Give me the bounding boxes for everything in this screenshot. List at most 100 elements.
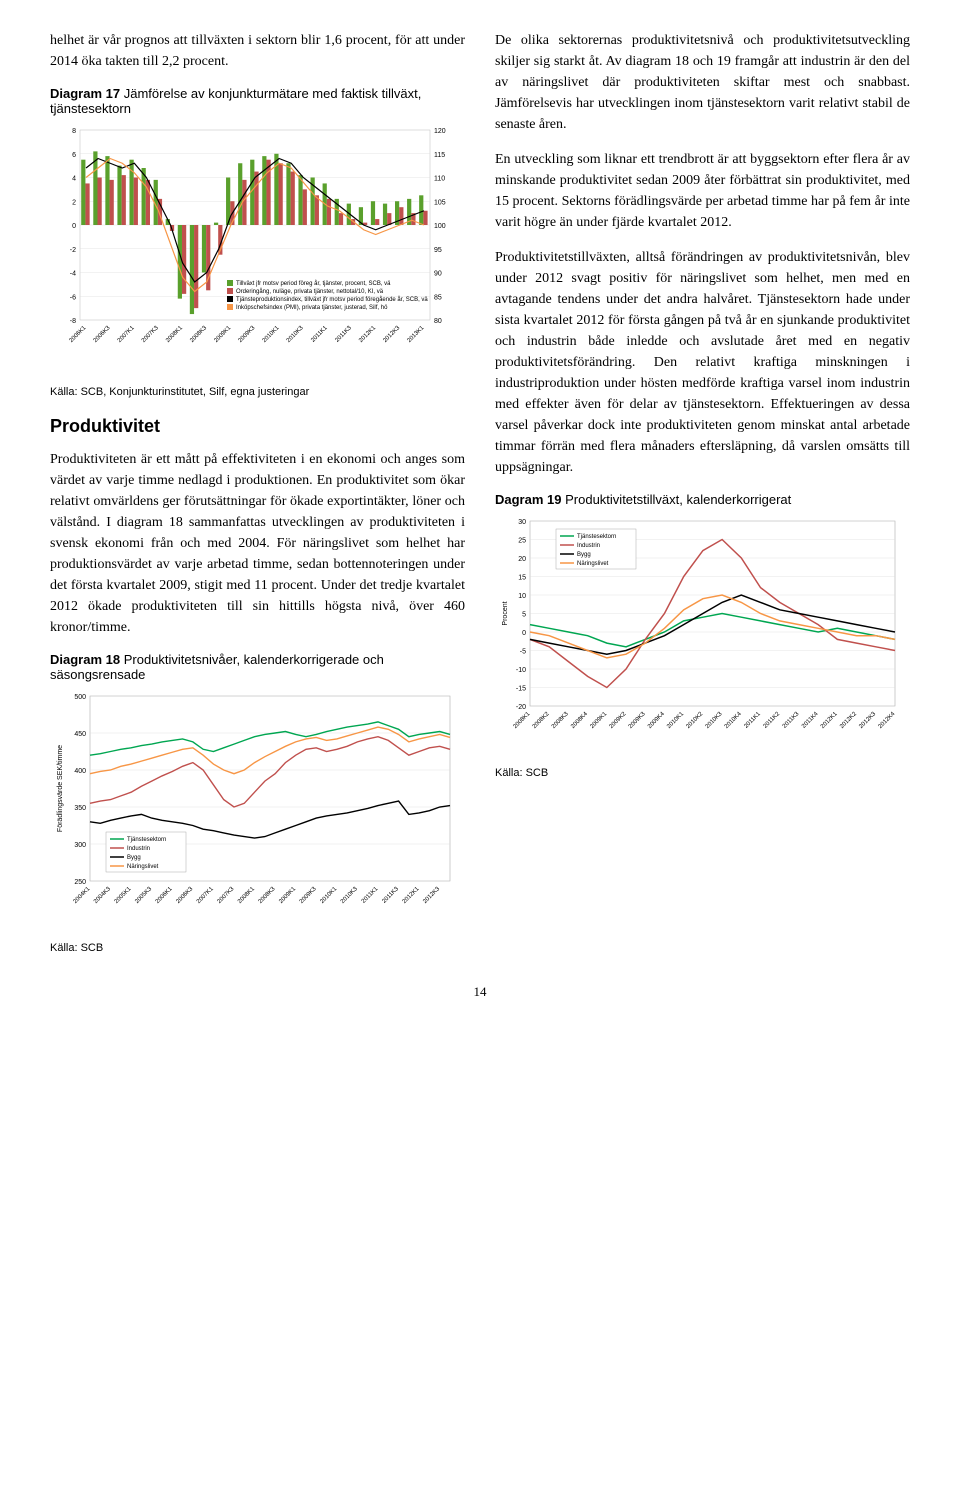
diagram19-title: Dagram 19 Produktivitetstillväxt, kalend…	[495, 492, 910, 507]
svg-text:4: 4	[72, 176, 76, 183]
svg-text:100: 100	[434, 223, 446, 230]
svg-text:-6: -6	[70, 294, 76, 301]
svg-text:Inköpschefsindex (PMI), privat: Inköpschefsindex (PMI), privata tjänster…	[236, 305, 388, 311]
svg-text:Näringslivet: Näringslivet	[127, 864, 159, 870]
svg-text:5: 5	[522, 612, 526, 619]
svg-text:2011K1: 2011K1	[743, 711, 762, 730]
svg-text:-4: -4	[70, 271, 76, 278]
diagram18-title: Diagram 18 Produktivitetsnivåer, kalende…	[50, 652, 465, 682]
diagram17-chart: -8-6-4-202468808590951001051101151202006…	[50, 120, 460, 380]
svg-text:Industrin: Industrin	[577, 543, 600, 549]
svg-text:105: 105	[434, 199, 446, 206]
svg-text:2007K3: 2007K3	[141, 325, 160, 344]
svg-text:2012K1: 2012K1	[402, 886, 421, 905]
page-number: 14	[50, 984, 910, 1000]
svg-text:2011K3: 2011K3	[381, 886, 400, 905]
svg-text:2009K1: 2009K1	[213, 325, 232, 344]
right-p2: En utveckling som liknar ett trendbrott …	[495, 149, 910, 233]
svg-text:2008K3: 2008K3	[551, 711, 570, 730]
svg-text:2011K1: 2011K1	[361, 886, 380, 905]
svg-text:2008K1: 2008K1	[237, 886, 256, 905]
svg-text:2008K2: 2008K2	[532, 711, 551, 730]
svg-text:2009K2: 2009K2	[609, 711, 628, 730]
svg-text:2011K2: 2011K2	[763, 711, 782, 730]
productivity-heading: Produktivitet	[50, 416, 465, 437]
svg-text:2006K3: 2006K3	[93, 325, 112, 344]
diagram19-source: Källa: SCB	[495, 767, 910, 779]
svg-text:2012K3: 2012K3	[382, 325, 401, 344]
svg-text:400: 400	[74, 768, 86, 775]
svg-text:115: 115	[434, 152, 445, 159]
svg-text:20: 20	[518, 556, 526, 563]
svg-text:450: 450	[74, 731, 86, 738]
svg-text:2007K1: 2007K1	[117, 325, 136, 344]
svg-text:2010K1: 2010K1	[666, 711, 685, 730]
svg-text:2010K2: 2010K2	[685, 711, 704, 730]
svg-text:2009K3: 2009K3	[299, 886, 318, 905]
right-p1: De olika sektorernas produktivitetsnivå …	[495, 30, 910, 135]
svg-text:Näringslivet: Näringslivet	[577, 561, 609, 567]
diagram19-wrap: Dagram 19 Produktivitetstillväxt, kalend…	[495, 492, 910, 779]
svg-text:2011K1: 2011K1	[310, 325, 329, 344]
svg-text:-20: -20	[516, 704, 526, 711]
svg-text:-5: -5	[520, 649, 526, 656]
svg-text:-10: -10	[516, 667, 526, 674]
svg-text:500: 500	[74, 694, 86, 701]
svg-text:30: 30	[518, 519, 526, 526]
diagram19-chart: -20-15-10-5051015202530Procent2008K12008…	[495, 511, 905, 761]
svg-text:2007K1: 2007K1	[196, 886, 215, 905]
svg-text:2012K1: 2012K1	[358, 325, 377, 344]
svg-text:2008K4: 2008K4	[570, 711, 589, 730]
diagram18-chart: 250300350400450500Förädlingsvärde SEK/ti…	[50, 686, 460, 936]
svg-text:10: 10	[518, 593, 526, 600]
diagram17-wrap: Diagram 17 Jämförelse av konjunkturmätar…	[50, 86, 465, 398]
productivity-paragraph: Produktiviteten är ett mått på effektivi…	[50, 449, 465, 638]
svg-text:2012K4: 2012K4	[878, 711, 897, 730]
intro-paragraph: helhet är vår prognos att tillväxten i s…	[50, 30, 465, 72]
svg-text:2005K1: 2005K1	[114, 886, 133, 905]
svg-text:2009K1: 2009K1	[278, 886, 297, 905]
svg-text:2007K3: 2007K3	[217, 886, 236, 905]
svg-text:Industrin: Industrin	[127, 846, 150, 852]
svg-text:2008K3: 2008K3	[258, 886, 277, 905]
svg-text:2006K1: 2006K1	[155, 886, 174, 905]
svg-text:2012K3: 2012K3	[422, 886, 441, 905]
svg-text:-2: -2	[70, 247, 76, 254]
svg-text:250: 250	[74, 879, 86, 886]
svg-text:25: 25	[518, 538, 526, 545]
svg-text:2006K1: 2006K1	[69, 325, 88, 344]
svg-text:2004K1: 2004K1	[73, 886, 92, 905]
svg-text:2010K1: 2010K1	[262, 325, 281, 344]
svg-text:2011K3: 2011K3	[334, 325, 353, 344]
svg-text:2012K2: 2012K2	[839, 711, 858, 730]
svg-text:2009K3: 2009K3	[628, 711, 647, 730]
diagram18-source: Källa: SCB	[50, 942, 465, 954]
svg-text:2008K1: 2008K1	[165, 325, 184, 344]
svg-text:-15: -15	[516, 686, 526, 693]
svg-text:8: 8	[72, 128, 76, 135]
svg-text:Bygg: Bygg	[577, 552, 591, 558]
svg-text:2009K4: 2009K4	[647, 711, 666, 730]
svg-text:2010K1: 2010K1	[319, 886, 338, 905]
svg-text:2011K3: 2011K3	[782, 711, 801, 730]
svg-text:300: 300	[74, 842, 86, 849]
svg-text:6: 6	[72, 152, 76, 159]
svg-text:2: 2	[72, 199, 76, 206]
svg-text:2006K3: 2006K3	[175, 886, 194, 905]
svg-text:2010K3: 2010K3	[340, 886, 359, 905]
svg-text:2010K3: 2010K3	[705, 711, 724, 730]
svg-text:2010K4: 2010K4	[724, 711, 743, 730]
svg-text:Förädlingsvärde SEK/timme: Förädlingsvärde SEK/timme	[57, 745, 64, 832]
right-p3: Produktivitetstillväxten, alltså förändr…	[495, 247, 910, 478]
svg-text:110: 110	[434, 176, 445, 183]
svg-text:2008K3: 2008K3	[189, 325, 208, 344]
svg-text:2013K1: 2013K1	[407, 325, 426, 344]
svg-text:2005K3: 2005K3	[134, 886, 153, 905]
diagram17-title: Diagram 17 Jämförelse av konjunkturmätar…	[50, 86, 465, 116]
svg-text:90: 90	[434, 271, 442, 278]
svg-text:2011K4: 2011K4	[801, 711, 820, 730]
svg-text:80: 80	[434, 318, 442, 325]
svg-text:Procent: Procent	[502, 601, 509, 625]
svg-text:2010K3: 2010K3	[286, 325, 305, 344]
svg-text:2009K3: 2009K3	[238, 325, 257, 344]
